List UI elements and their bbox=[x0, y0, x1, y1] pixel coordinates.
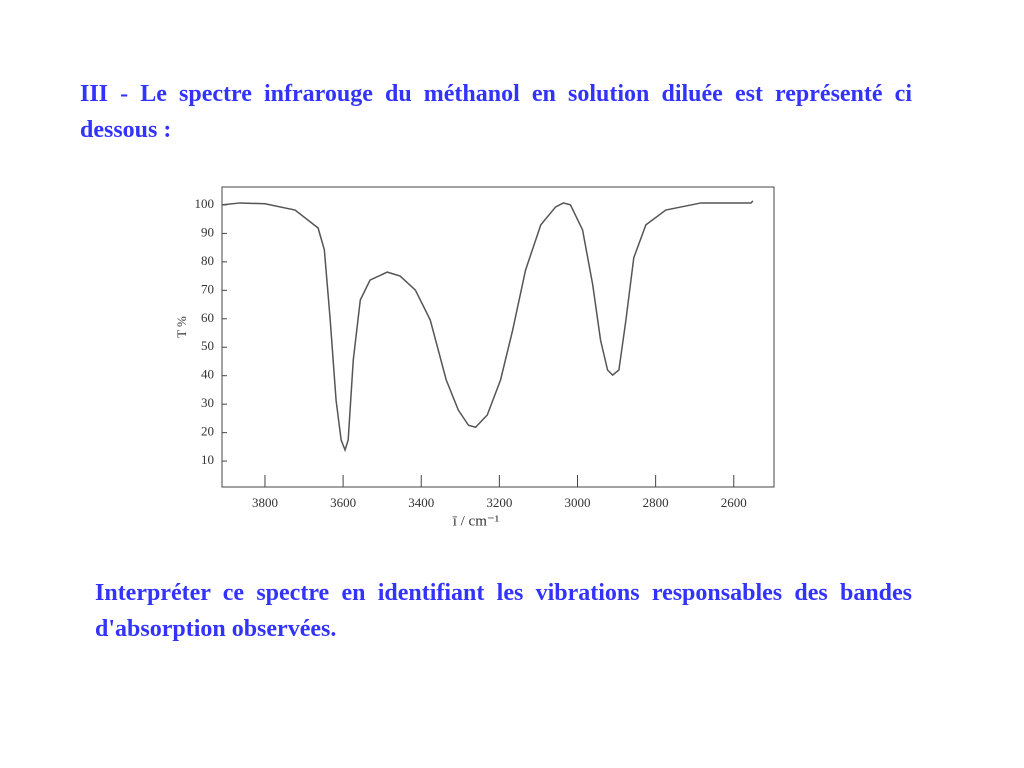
x-tick-label: 3200 bbox=[486, 495, 512, 510]
x-tick-label: 2600 bbox=[721, 495, 747, 510]
y-tick-label: 20 bbox=[201, 424, 214, 439]
x-tick-label: 2800 bbox=[643, 495, 669, 510]
heading: III - Le spectre infrarouge du méthanol … bbox=[80, 81, 912, 143]
y-tick-label: 40 bbox=[201, 367, 214, 382]
spectrum-line bbox=[221, 200, 754, 453]
question: Interpréter ce spectre en identifiant le… bbox=[95, 580, 912, 642]
y-tick-label: 70 bbox=[201, 281, 214, 296]
x-tick-label: 3800 bbox=[252, 495, 278, 510]
y-tick-label: 90 bbox=[201, 224, 214, 239]
y-tick-label: 50 bbox=[201, 338, 214, 353]
y-tick-label: 60 bbox=[201, 310, 214, 325]
y-axis-label: T % bbox=[174, 316, 189, 338]
x-tick-label: 3000 bbox=[564, 495, 590, 510]
y-tick-label: 80 bbox=[201, 253, 214, 268]
y-tick-label: 10 bbox=[201, 452, 214, 467]
x-tick-label: 3600 bbox=[330, 495, 356, 510]
y-tick-label: 30 bbox=[201, 395, 214, 410]
x-tick-label: 3400 bbox=[408, 495, 434, 510]
plot-frame bbox=[221, 186, 775, 488]
x-axis-label: ī / cm⁻¹ bbox=[452, 513, 500, 529]
chart: T % ī / cm⁻¹ 10 20 30 40 50 60 70 80 90 100 3800 36… bbox=[174, 186, 775, 529]
y-tick-label: 100 bbox=[195, 196, 215, 211]
